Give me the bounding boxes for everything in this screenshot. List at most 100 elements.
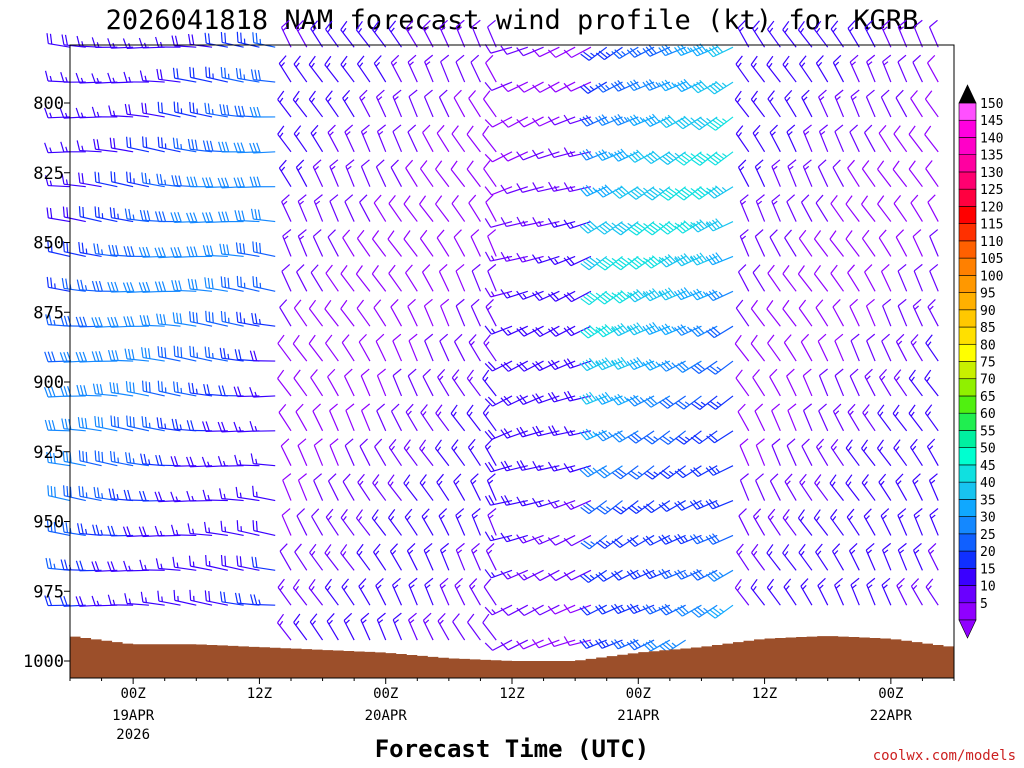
barb-half-flag	[329, 131, 334, 136]
barb-half-flag	[851, 96, 857, 101]
barb-flag	[803, 403, 813, 411]
barb-staff	[861, 238, 876, 257]
barb-half-flag	[867, 61, 873, 66]
barb-staff	[832, 410, 845, 432]
barb-staff	[712, 534, 734, 545]
wind-barb	[547, 116, 576, 126]
barb-flag	[864, 124, 873, 133]
barb-staff	[847, 272, 860, 292]
wind-barb	[861, 195, 876, 222]
wind-barb	[563, 81, 592, 92]
barb-flag	[897, 508, 907, 516]
wind-barb	[308, 55, 324, 83]
wind-barb	[750, 334, 766, 362]
barb-flag	[645, 535, 654, 545]
barb-staff	[715, 360, 734, 375]
wind-barb	[612, 500, 639, 515]
barb-flag	[407, 54, 417, 63]
barb-half-flag	[788, 131, 793, 136]
wind-barb	[423, 89, 434, 118]
barb-half-flag	[299, 235, 305, 240]
barb-half-flag	[623, 116, 629, 122]
colorbar-label: 85	[980, 321, 996, 336]
wind-barb	[737, 20, 750, 48]
barb-flag	[636, 357, 644, 366]
barb-staff	[392, 619, 403, 641]
x-tick-label: 00Z	[626, 686, 651, 702]
barb-flag	[895, 89, 904, 99]
barb-flag	[224, 311, 227, 323]
barb-flag	[642, 260, 652, 269]
barb-staff	[865, 96, 876, 118]
wind-barb	[897, 54, 908, 83]
barb-flag	[658, 570, 666, 580]
barb-half-flag	[683, 536, 689, 542]
barb-half-flag	[668, 571, 673, 577]
barb-flag	[658, 47, 666, 56]
barb-flag	[651, 187, 662, 195]
barb-half-flag	[817, 445, 823, 451]
barb-staff	[713, 186, 734, 199]
barb-flag	[175, 419, 179, 430]
barb-flag	[881, 333, 890, 342]
barb-staff	[830, 28, 844, 48]
wind-barb	[186, 246, 213, 258]
wind-barb	[769, 229, 781, 257]
barb-flag	[798, 229, 807, 239]
barb-half-flag	[879, 411, 884, 417]
barb-flag	[566, 255, 575, 265]
barb-flag	[450, 160, 458, 170]
barb-flag	[79, 596, 84, 607]
barb-staff	[451, 133, 466, 153]
wind-barb	[755, 473, 766, 501]
barb-flag	[129, 282, 135, 293]
barb-staff	[508, 360, 529, 372]
barb-flag	[221, 385, 226, 396]
barb-flag	[712, 607, 722, 615]
wind-barb	[392, 124, 403, 153]
wind-barb	[706, 604, 734, 619]
barb-flag	[583, 260, 593, 269]
barb-flag	[878, 124, 887, 134]
barb-flag	[281, 194, 290, 203]
barb-flag	[60, 386, 65, 397]
credit-link[interactable]: coolwx.com/models	[873, 748, 1016, 764]
barb-flag	[234, 592, 239, 604]
wind-barb	[329, 194, 339, 222]
barb-half-flag	[637, 505, 643, 510]
barb-staff	[539, 325, 560, 338]
wind-barb	[94, 415, 118, 432]
barb-flag	[674, 327, 682, 336]
barb-half-flag	[405, 481, 410, 487]
barb-flag	[484, 462, 492, 473]
barb-flag	[436, 229, 445, 239]
colorbar-swatch	[958, 292, 977, 311]
barb-flag	[278, 404, 287, 413]
barb-flag	[340, 299, 348, 310]
barb-flag	[204, 102, 207, 114]
barb-flag	[76, 140, 81, 151]
barb-flag	[895, 473, 904, 482]
barb-flag	[254, 69, 258, 81]
barb-flag	[78, 485, 81, 497]
barb-flag	[845, 230, 853, 240]
barb-flag	[617, 224, 627, 232]
barb-staff	[48, 495, 71, 502]
barb-flag	[864, 19, 873, 29]
barb-flag	[373, 55, 382, 64]
barb-flag	[487, 361, 496, 370]
barb-flag	[674, 121, 684, 130]
barb-flag	[598, 638, 606, 648]
wind-barb	[784, 473, 797, 501]
barb-flag	[79, 560, 84, 571]
wind-barb	[627, 186, 655, 200]
barb-flag	[913, 263, 923, 272]
barb-half-flag	[883, 584, 888, 589]
barb-flag	[736, 543, 744, 553]
wind-barb	[371, 265, 387, 292]
barb-flag	[453, 473, 462, 482]
barb-flag	[677, 119, 687, 128]
wind-barb	[324, 299, 339, 327]
barb-half-flag	[132, 214, 135, 220]
wind-barb	[547, 534, 576, 546]
